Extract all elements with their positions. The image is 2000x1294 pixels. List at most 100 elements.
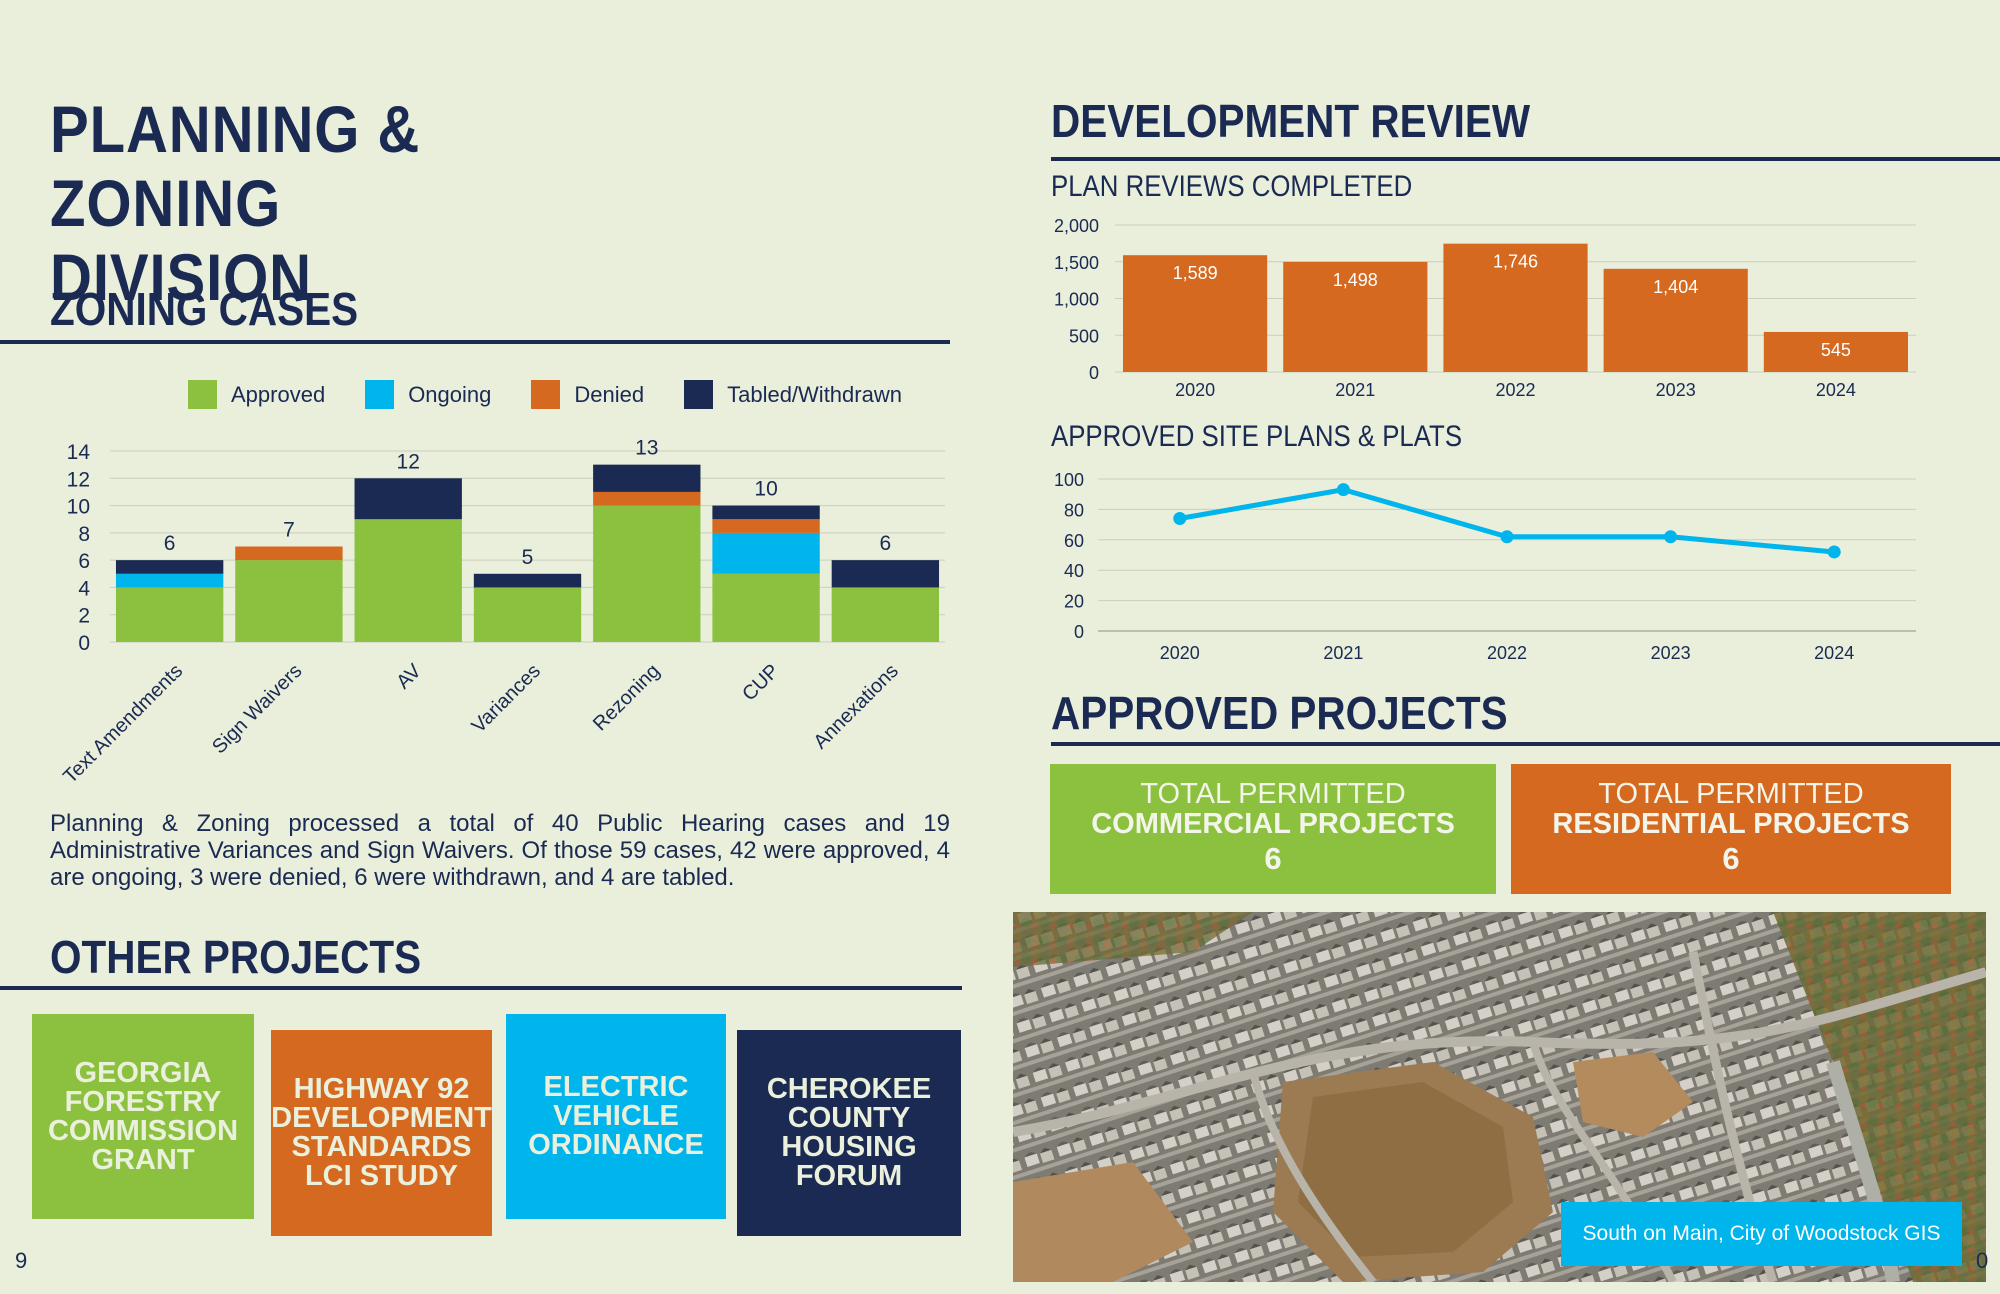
reviews-ytick-label: 0 <box>1089 363 1099 383</box>
residential-line2: RESIDENTIAL PROJECTS <box>1552 808 1910 840</box>
zoning-total-label: 10 <box>754 478 777 501</box>
siteplans-category-label: 2021 <box>1323 643 1363 663</box>
zoning-bar-segment <box>712 519 820 533</box>
page-title: PLANNING & ZONING DIVISION <box>50 92 666 314</box>
siteplans-category-label: 2022 <box>1487 643 1527 663</box>
page-title-line2: DIVISION <box>50 240 312 314</box>
zoning-total-label: 13 <box>635 437 658 460</box>
reviews-bar <box>1603 268 1748 372</box>
zoning-bar-segment <box>712 532 820 574</box>
commercial-line1: TOTAL PERMITTED <box>1140 778 1406 810</box>
project-tile-housing-label: CHEROKEE COUNTY HOUSING FORUM <box>766 1073 932 1192</box>
page-number-left: 9 <box>15 1248 28 1273</box>
project-tile-housing: CHEROKEE COUNTY HOUSING FORUM <box>737 1030 961 1236</box>
zoning-cases-chart: 0 2 4 6 8 10 12 14 6 Text Amendments 7 Sign Waivers… <box>59 437 945 788</box>
zoning-ytick-label: 0 <box>78 632 90 655</box>
siteplans-point <box>1336 483 1350 497</box>
plan-reviews-title: PLAN REVIEWS COMPLETED <box>1051 170 1413 203</box>
zoning-category-label: Sign Waivers <box>208 660 306 758</box>
site-plans-chart: 0 20 40 60 80 100 2020 2021 2022 2023 2024 <box>1054 470 1916 663</box>
plan-reviews-chart: 0 500 1,000 1,500 2,000 1,589 2020 1,498 2021 1,7… <box>1054 216 1916 400</box>
zoning-total-label: 7 <box>283 519 295 542</box>
reviews-category-label: 2024 <box>1816 380 1856 400</box>
zoning-ytick-label: 10 <box>67 496 90 519</box>
siteplans-ytick-label: 20 <box>1064 592 1084 612</box>
reviews-ytick-label: 500 <box>1069 326 1099 346</box>
reviews-value-label: 545 <box>1821 340 1851 360</box>
reviews-value-label: 1,498 <box>1333 270 1378 290</box>
zoning-bar-segment <box>473 587 582 642</box>
page-number-right: 0 <box>1976 1248 1989 1273</box>
siteplans-point <box>1500 530 1514 544</box>
zoning-bar-segment <box>473 573 582 588</box>
site-plans-title: APPROVED SITE PLANS & PLATS <box>1051 420 1463 453</box>
siteplans-point <box>1664 530 1678 544</box>
zoning-total-label: 5 <box>522 546 534 569</box>
zoning-ytick-label: 14 <box>67 441 91 464</box>
zoning-bar-segment <box>354 478 462 520</box>
siteplans-ytick-label: 40 <box>1064 561 1084 581</box>
residential-line1: TOTAL PERMITTED <box>1598 778 1864 810</box>
zoning-bar-segment <box>593 491 701 506</box>
commercial-line2: COMMERCIAL PROJECTS <box>1091 808 1455 840</box>
zoning-ytick-label: 4 <box>78 577 90 600</box>
reviews-value-label: 1,589 <box>1173 263 1218 283</box>
project-tile-ev-label: ELECTRIC VEHICLE ORDINANCE <box>528 1071 704 1161</box>
reviews-ytick-label: 1,500 <box>1054 253 1099 273</box>
legend-label-denied: Denied <box>574 381 645 407</box>
legend-item-approved: Approved <box>188 380 325 409</box>
siteplans-ytick-label: 60 <box>1064 531 1084 551</box>
legend-label-ongoing: Ongoing <box>408 381 492 407</box>
reviews-category-label: 2022 <box>1495 380 1535 400</box>
zoning-bar-segment <box>354 519 462 642</box>
zoning-total-label: 12 <box>397 450 420 473</box>
reviews-ytick-label: 1,000 <box>1054 290 1099 310</box>
siteplans-point <box>1173 512 1187 526</box>
zoning-bar-segment <box>831 560 940 588</box>
legend-label-approved: Approved <box>231 381 326 407</box>
other-projects-divider <box>0 986 962 990</box>
other-projects-heading: OTHER PROJECTS <box>50 931 422 983</box>
legend-label-tabled: Tabled/Withdrawn <box>727 381 902 407</box>
zoning-ytick-label: 6 <box>78 550 90 573</box>
commercial-projects-box: TOTAL PERMITTED COMMERCIAL PROJECTS 6 <box>1050 764 1496 894</box>
reviews-category-label: 2023 <box>1656 380 1696 400</box>
zoning-ytick-label: 8 <box>78 523 90 546</box>
siteplans-category-label: 2020 <box>1160 643 1200 663</box>
zoning-category-label: Rezoning <box>589 660 664 735</box>
zoning-category-label: Variances <box>468 660 545 737</box>
zoning-bar-segment <box>712 573 820 642</box>
residential-projects-box: TOTAL PERMITTED RESIDENTIAL PROJECTS 6 <box>1511 764 1951 894</box>
reviews-bar <box>1763 331 1908 372</box>
zoning-bar-segment <box>831 587 940 642</box>
project-tile-forestry-label: GEORGIA FORESTRY COMMISSION GRANT <box>47 1056 239 1176</box>
zoning-ytick-label: 2 <box>78 605 90 628</box>
zoning-category-label: Annexations <box>809 660 902 753</box>
zoning-ytick-label: 12 <box>67 468 90 491</box>
approved-projects-heading: APPROVED PROJECTS <box>1051 687 1508 739</box>
zoning-bar-segment <box>115 573 224 588</box>
reviews-ytick-label: 2,000 <box>1054 216 1099 236</box>
project-tile-forestry: GEORGIA FORESTRY COMMISSION GRANT <box>32 1014 254 1219</box>
siteplans-ytick-label: 100 <box>1054 470 1084 490</box>
siteplans-point <box>1827 545 1841 559</box>
zoning-bar-segment <box>115 560 224 574</box>
reviews-value-label: 1,746 <box>1493 252 1538 272</box>
legend-swatch-approved <box>188 380 217 409</box>
zoning-category-label: Text Amendments <box>59 660 187 788</box>
legend-swatch-denied <box>531 380 561 409</box>
siteplans-category-label: 2024 <box>1814 643 1854 663</box>
legend-item-tabled: Tabled/Withdrawn <box>684 380 902 409</box>
zoning-bar-segment <box>235 546 343 561</box>
reviews-value-label: 1,404 <box>1653 277 1698 297</box>
zoning-bar-segment <box>593 464 701 492</box>
development-review-heading: DEVELOPMENT REVIEW <box>1051 95 1531 147</box>
reviews-category-label: 2020 <box>1175 380 1215 400</box>
zoning-category-label: AV <box>392 660 426 694</box>
zoning-total-label: 6 <box>164 532 176 555</box>
legend-swatch-tabled <box>684 380 714 409</box>
legend-item-denied: Denied <box>531 380 644 409</box>
development-divider <box>1051 157 2000 161</box>
photo-caption: South on Main, City of Woodstock GIS <box>1561 1202 1962 1266</box>
zoning-bar-segment <box>235 560 343 642</box>
